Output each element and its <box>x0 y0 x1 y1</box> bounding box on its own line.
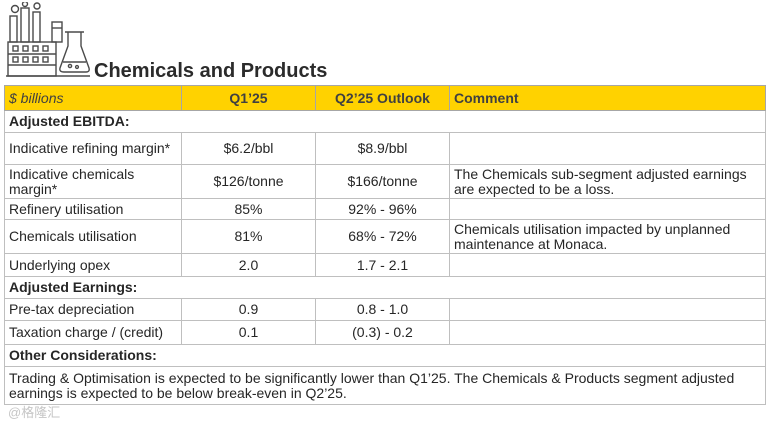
table-row: Indicative refining margin* $6.2/bbl $8.… <box>4 132 766 165</box>
section-row: Adjusted Earnings: <box>4 276 766 299</box>
row-q2: 1.7 - 2.1 <box>315 253 450 277</box>
slide-header: Chemicals and Products <box>6 2 766 82</box>
table-row: Pre-tax depreciation 0.9 0.8 - 1.0 <box>4 298 766 321</box>
row-q1: 0.9 <box>181 298 316 321</box>
row-q2: 68% - 72% <box>315 219 450 254</box>
table-row: Refinery utilisation 85% 92% - 96% <box>4 198 766 220</box>
section-other: Other Considerations: <box>4 344 766 367</box>
row-label: Refinery utilisation <box>4 198 182 220</box>
table-row: Taxation charge / (credit) 0.1 (0.3) - 0… <box>4 320 766 345</box>
row-comment: The Chemicals sub-segment adjusted earni… <box>449 164 766 199</box>
row-q1: $126/tonne <box>181 164 316 199</box>
section-row: Other Considerations: <box>4 344 766 367</box>
row-q2: 92% - 96% <box>315 198 450 220</box>
row-comment <box>449 320 766 345</box>
section-ebitda: Adjusted EBITDA: <box>4 110 766 133</box>
row-q2: (0.3) - 0.2 <box>315 320 450 345</box>
slide-title: Chemicals and Products <box>94 60 328 82</box>
row-comment <box>449 253 766 277</box>
outlook-table: $ billions Q1’25 Q2’25 Outlook Comment A… <box>4 85 766 405</box>
table-row: Trading & Optimisation is expected to be… <box>4 366 766 405</box>
chemical-plant-icon <box>6 2 90 77</box>
row-q1: $6.2/bbl <box>181 132 316 165</box>
row-q2: $8.9/bbl <box>315 132 450 165</box>
row-q1: 0.1 <box>181 320 316 345</box>
header-q2-outlook: Q2’25 Outlook <box>315 85 450 111</box>
row-q1: 85% <box>181 198 316 220</box>
row-comment <box>449 132 766 165</box>
row-comment <box>449 298 766 321</box>
row-label: Taxation charge / (credit) <box>4 320 182 345</box>
row-label: Indicative refining margin* <box>4 132 182 165</box>
header-q1: Q1’25 <box>181 85 316 111</box>
row-q1: 2.0 <box>181 253 316 277</box>
section-earnings: Adjusted Earnings: <box>4 276 766 299</box>
section-row: Adjusted EBITDA: <box>4 110 766 133</box>
row-label: Chemicals utilisation <box>4 219 182 254</box>
table-header-row: $ billions Q1’25 Q2’25 Outlook Comment <box>4 85 766 111</box>
row-label: Pre-tax depreciation <box>4 298 182 321</box>
row-label: Underlying opex <box>4 253 182 277</box>
table-row: Chemicals utilisation 81% 68% - 72% Chem… <box>4 219 766 254</box>
other-considerations-text: Trading & Optimisation is expected to be… <box>4 366 766 405</box>
row-q2: 0.8 - 1.0 <box>315 298 450 321</box>
table-row: Indicative chemicals margin* $126/tonne … <box>4 164 766 199</box>
table-row: Underlying opex 2.0 1.7 - 2.1 <box>4 253 766 277</box>
header-unit: $ billions <box>4 85 182 111</box>
row-comment <box>449 198 766 220</box>
row-comment: Chemicals utilisation impacted by unplan… <box>449 219 766 254</box>
row-label: Indicative chemicals margin* <box>4 164 182 199</box>
row-q1: 81% <box>181 219 316 254</box>
row-q2: $166/tonne <box>315 164 450 199</box>
header-comment: Comment <box>449 85 766 111</box>
